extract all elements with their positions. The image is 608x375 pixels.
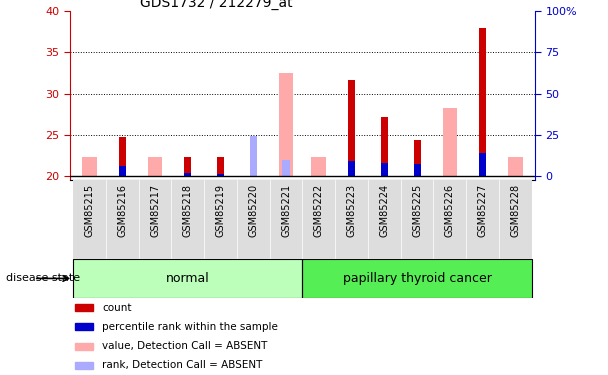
Bar <box>381 117 388 176</box>
Bar <box>381 163 388 176</box>
Bar <box>75 362 93 369</box>
Bar <box>311 157 326 176</box>
Bar <box>184 157 192 176</box>
Bar <box>119 166 126 176</box>
Bar <box>237 180 270 259</box>
Bar <box>139 180 171 259</box>
Text: GSM85221: GSM85221 <box>281 184 291 237</box>
Bar <box>82 157 97 176</box>
Bar <box>302 180 335 259</box>
Bar <box>119 137 126 176</box>
Bar <box>479 153 486 176</box>
Bar <box>106 180 139 259</box>
Bar <box>302 259 532 298</box>
Text: GSM85226: GSM85226 <box>445 184 455 237</box>
Bar <box>73 259 302 298</box>
Text: GSM85228: GSM85228 <box>510 184 520 237</box>
Bar <box>499 180 532 259</box>
Text: GDS1732 / 212279_at: GDS1732 / 212279_at <box>140 0 292 10</box>
Bar <box>413 164 421 176</box>
Bar <box>250 135 257 176</box>
Bar <box>217 174 224 176</box>
Bar <box>434 180 466 259</box>
Bar <box>75 343 93 350</box>
Bar <box>73 180 106 259</box>
Text: value, Detection Call = ABSENT: value, Detection Call = ABSENT <box>103 341 268 351</box>
Bar <box>75 324 93 330</box>
Bar <box>283 160 289 176</box>
Text: GSM85223: GSM85223 <box>347 184 357 237</box>
Bar <box>184 173 192 176</box>
Bar <box>413 140 421 176</box>
Text: GSM85222: GSM85222 <box>314 184 324 237</box>
Text: GSM85215: GSM85215 <box>85 184 95 237</box>
Text: GSM85224: GSM85224 <box>379 184 389 237</box>
Text: disease state: disease state <box>6 273 80 284</box>
Text: percentile rank within the sample: percentile rank within the sample <box>103 322 278 332</box>
Text: rank, Detection Call = ABSENT: rank, Detection Call = ABSENT <box>103 360 263 370</box>
Text: GSM85217: GSM85217 <box>150 184 160 237</box>
Text: GSM85227: GSM85227 <box>478 184 488 237</box>
Bar <box>270 180 303 259</box>
Bar <box>479 28 486 176</box>
Bar <box>171 180 204 259</box>
Bar <box>508 157 523 176</box>
Bar <box>73 259 302 298</box>
Text: GSM85216: GSM85216 <box>117 184 127 237</box>
Text: normal: normal <box>166 272 210 285</box>
Bar <box>278 73 294 176</box>
Bar <box>348 80 355 176</box>
Bar <box>348 161 355 176</box>
Bar <box>148 157 162 176</box>
Bar <box>466 180 499 259</box>
Bar <box>75 304 93 311</box>
Bar <box>204 180 237 259</box>
Bar <box>217 157 224 176</box>
Bar <box>335 180 368 259</box>
Text: count: count <box>103 303 132 313</box>
Bar <box>368 180 401 259</box>
Text: GSM85220: GSM85220 <box>248 184 258 237</box>
Text: GSM85225: GSM85225 <box>412 184 422 237</box>
Text: papillary thyroid cancer: papillary thyroid cancer <box>343 272 491 285</box>
Bar <box>302 259 532 298</box>
Text: GSM85219: GSM85219 <box>216 184 226 237</box>
Text: GSM85218: GSM85218 <box>183 184 193 237</box>
Bar <box>401 180 434 259</box>
Bar <box>443 108 457 176</box>
